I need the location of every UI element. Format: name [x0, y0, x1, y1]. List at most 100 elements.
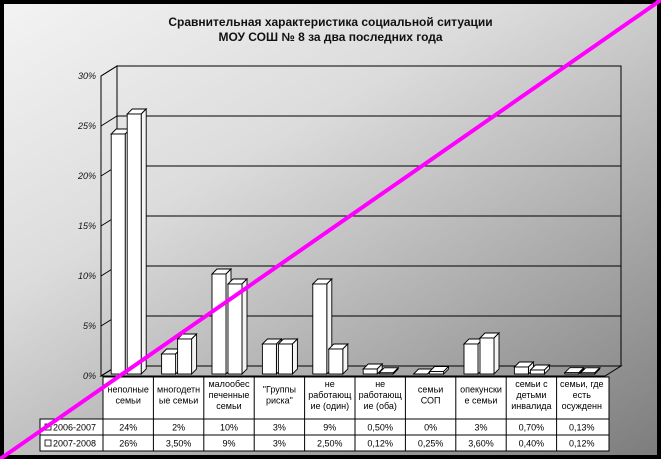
bar-front — [110, 133, 126, 375]
bar-side — [191, 332, 198, 376]
bar-2007-2008 — [277, 337, 299, 376]
category-label: ые семьи — [159, 396, 198, 406]
category-label: риска" — [266, 396, 293, 406]
bar-front — [312, 283, 328, 375]
bar-front — [126, 113, 142, 375]
data-label: 24% — [119, 423, 137, 433]
data-label: 3% — [273, 423, 286, 433]
category-label: есть — [573, 390, 592, 400]
category-label: е семьи — [465, 396, 498, 406]
bar-2007-2008 — [428, 365, 450, 376]
category-label: неполные — [108, 385, 149, 395]
bar-side — [493, 331, 500, 376]
category-label: печенные — [209, 390, 250, 400]
data-label: 0% — [424, 423, 437, 433]
data-label: 3,50% — [166, 439, 192, 449]
bar-2006-2007 — [362, 362, 384, 376]
category-label: не — [375, 379, 385, 389]
bar-2007-2008 — [529, 363, 551, 376]
bar-front — [429, 371, 445, 375]
data-label: 3% — [273, 439, 286, 449]
bar-front — [261, 343, 277, 375]
category-label: осужденн — [562, 401, 602, 411]
legend-label: 2006-2007 — [53, 423, 96, 433]
category-label: инвалида — [511, 401, 551, 411]
data-label: 0,50% — [367, 423, 393, 433]
data-label: 3,60% — [468, 439, 494, 449]
y-tick-label: 25% — [77, 121, 96, 131]
bar-front — [513, 366, 529, 375]
data-label: 2,50% — [317, 439, 343, 449]
legend-key — [44, 439, 52, 447]
category-label: семьи — [216, 401, 241, 411]
category-label: семьи — [418, 385, 443, 395]
bar-front — [378, 372, 394, 375]
category-label: семьи — [115, 396, 140, 406]
bar-2006-2007 — [563, 366, 585, 376]
data-label: 0,70% — [519, 423, 545, 433]
bar-front — [277, 343, 293, 375]
data-label: 9% — [222, 439, 235, 449]
category-label: "Группы — [263, 385, 296, 395]
category-label: детьми — [516, 390, 546, 400]
bar-side — [241, 277, 248, 376]
gridline-side — [100, 65, 118, 77]
data-label: 0,12% — [569, 439, 595, 449]
y-tick-label: 15% — [78, 221, 96, 231]
category-label: работающ — [308, 390, 352, 400]
bar-2007-2008 — [176, 332, 198, 376]
data-label: 2% — [172, 423, 185, 433]
data-label: 0,12% — [367, 439, 393, 449]
category-label: семьи с — [515, 379, 548, 389]
y-tick-label: 0% — [83, 371, 96, 381]
category-header-row — [102, 376, 610, 420]
bar-front — [564, 372, 580, 375]
bar-2007-2008 — [579, 366, 601, 376]
bar-front — [479, 337, 495, 375]
data-label: 0,25% — [418, 439, 444, 449]
y-tick-label: 10% — [78, 271, 96, 281]
data-label: 26% — [119, 439, 137, 449]
gridline-side — [100, 115, 118, 127]
bar-front — [328, 348, 344, 375]
category-label: не — [325, 379, 335, 389]
bar-front — [529, 369, 545, 375]
bar-front — [227, 283, 243, 375]
bar-front — [580, 372, 596, 375]
category-label: многодетн — [157, 385, 200, 395]
bar-side — [140, 107, 147, 376]
category-label: ие (один) — [311, 401, 350, 411]
bar-2007-2008 — [478, 331, 501, 376]
y-tick-label: 30% — [78, 71, 96, 81]
bar-2006-2007 — [160, 347, 182, 376]
data-label: 3% — [474, 423, 487, 433]
category-label: СОП — [421, 396, 441, 406]
bar-2007-2008 — [378, 366, 400, 376]
y-tick-label: 5% — [83, 321, 96, 331]
category-label: ие (оба) — [363, 401, 397, 411]
category-label: работающ — [359, 390, 403, 400]
category-label: семьи, где — [560, 379, 604, 389]
data-label: 9% — [323, 423, 336, 433]
bar-side — [291, 337, 298, 376]
data-label: 0,40% — [519, 439, 545, 449]
bar-side — [342, 342, 349, 376]
chart-title-line-2: МОУ СОШ № 8 за два последних года — [218, 30, 443, 44]
data-label: 10% — [220, 423, 238, 433]
bar-front — [211, 273, 227, 375]
bar-front — [177, 338, 193, 375]
y-tick-label: 20% — [77, 171, 96, 181]
chart-title-line-1: Сравнительная характеристика социальной … — [168, 15, 493, 29]
bar-front — [362, 368, 378, 375]
category-label: малообес — [208, 379, 250, 389]
legend-label: 2007-2008 — [53, 439, 96, 449]
bar-2006-2007 — [311, 277, 333, 376]
bar-2007-2008 — [327, 342, 349, 376]
data-label: 0,13% — [569, 423, 595, 433]
category-label: опекунски — [460, 385, 502, 395]
bar-2007-2008 — [126, 107, 148, 376]
bar-front — [463, 343, 479, 375]
bar-front — [161, 353, 177, 375]
